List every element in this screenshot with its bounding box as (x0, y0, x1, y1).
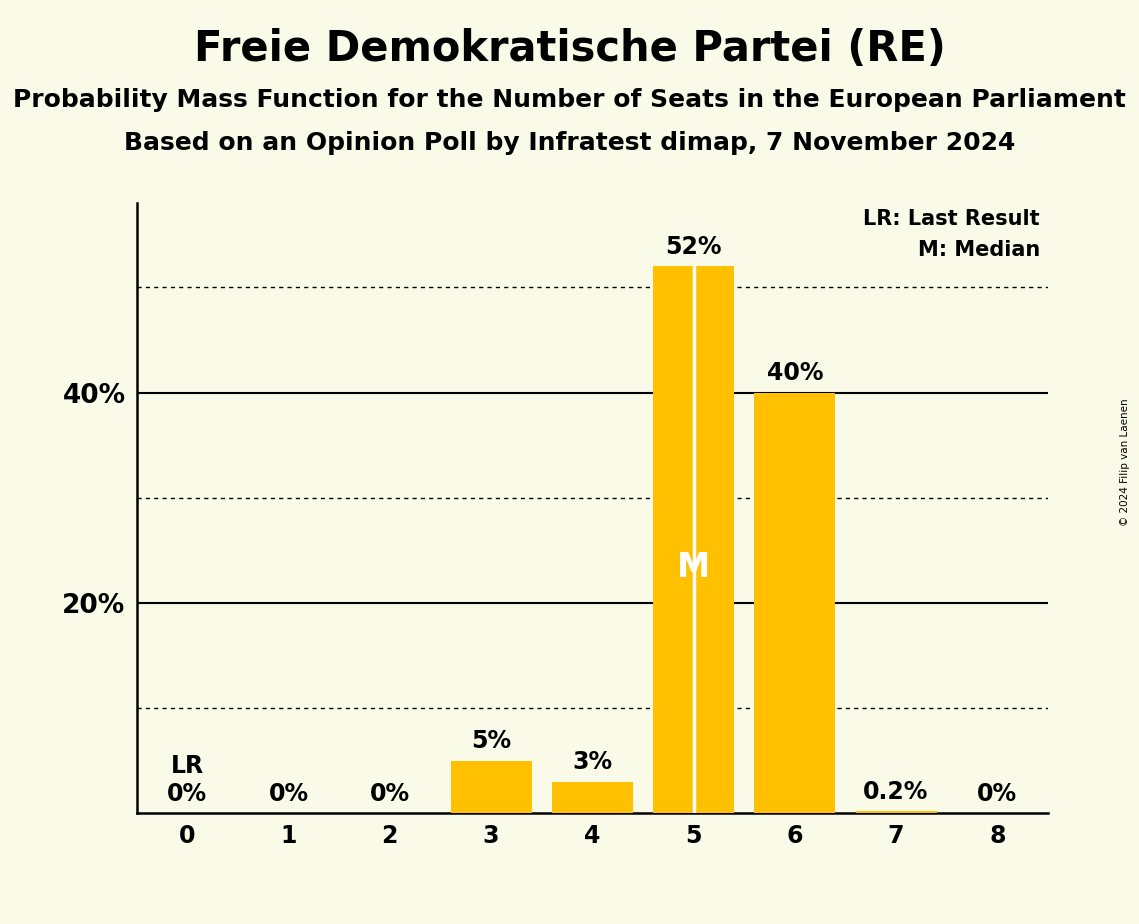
Bar (754, 393, 835, 813)
Text: M: Median: M: Median (918, 240, 1040, 260)
Text: 3%: 3% (572, 750, 613, 774)
Bar (653, 266, 734, 813)
Text: LR: Last Result: LR: Last Result (863, 209, 1040, 228)
Text: 0%: 0% (370, 782, 410, 806)
Text: 0%: 0% (977, 782, 1017, 806)
Text: 40%: 40% (767, 361, 823, 385)
Text: 0.2%: 0.2% (863, 780, 928, 804)
Text: 52%: 52% (665, 235, 722, 259)
Text: M: M (677, 551, 710, 584)
Bar (451, 760, 532, 813)
Text: 0%: 0% (167, 782, 207, 806)
Text: Freie Demokratische Partei (RE): Freie Demokratische Partei (RE) (194, 28, 945, 69)
Bar (551, 782, 633, 813)
Text: LR: LR (171, 754, 204, 778)
Text: © 2024 Filip van Laenen: © 2024 Filip van Laenen (1121, 398, 1130, 526)
Bar (855, 811, 936, 813)
Text: Based on an Opinion Poll by Infratest dimap, 7 November 2024: Based on an Opinion Poll by Infratest di… (124, 131, 1015, 155)
Text: Probability Mass Function for the Number of Seats in the European Parliament: Probability Mass Function for the Number… (13, 88, 1126, 112)
Text: 5%: 5% (470, 729, 511, 753)
Text: 0%: 0% (269, 782, 309, 806)
